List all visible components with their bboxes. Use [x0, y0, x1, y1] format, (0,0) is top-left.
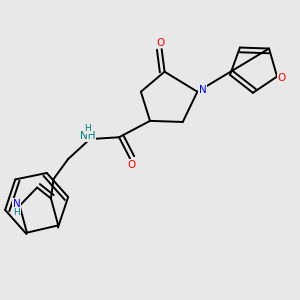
Text: H: H: [84, 124, 91, 134]
Text: O: O: [277, 74, 286, 83]
Text: H: H: [13, 208, 20, 217]
Text: O: O: [156, 38, 165, 48]
Text: O: O: [128, 160, 136, 170]
Text: N: N: [13, 199, 21, 209]
Text: N: N: [199, 85, 207, 95]
Text: NH: NH: [80, 131, 95, 141]
